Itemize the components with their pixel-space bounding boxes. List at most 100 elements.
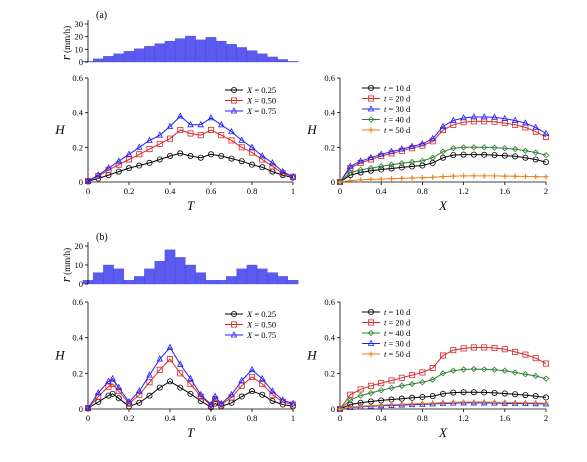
data-point (481, 399, 487, 405)
data-point (289, 399, 297, 407)
y-axis-label: H (54, 348, 65, 363)
x-tick-label: 0 (86, 186, 90, 196)
data-point (115, 395, 122, 402)
data-point (207, 127, 214, 134)
data-point (228, 127, 235, 135)
data-point (166, 152, 173, 159)
data-point (501, 390, 508, 397)
rain-bar (226, 276, 237, 285)
data-point (238, 158, 245, 165)
legend-marker (368, 127, 374, 133)
data-point (481, 344, 488, 351)
y-tick-label: 0 (79, 177, 83, 187)
data-point (542, 375, 550, 382)
data-point (156, 140, 163, 147)
data-point (115, 383, 123, 391)
data-point (522, 173, 528, 180)
data-point (430, 174, 436, 180)
rain-bar (133, 276, 145, 285)
x-tick-label: 0.8 (247, 413, 258, 423)
data-point (187, 130, 194, 137)
data-point (522, 351, 529, 358)
data-point (501, 114, 509, 122)
legend-marker (367, 319, 374, 326)
data-point (279, 167, 287, 175)
panel-b-rain: 0 10 20r (mm/h) (b) (58, 232, 299, 289)
rain-bar (174, 38, 186, 63)
data-point (419, 157, 426, 165)
data-point (248, 143, 256, 150)
data-point (429, 134, 436, 142)
data-point (409, 372, 416, 379)
data-point (522, 400, 528, 406)
rain-bar (287, 61, 299, 63)
legend-marker (230, 87, 237, 94)
data-point (502, 399, 508, 406)
x-tick-label: 0.2 (124, 413, 135, 423)
data-point (512, 153, 519, 160)
data-point (358, 177, 364, 183)
data-point (522, 119, 529, 126)
y-tick-label: 0.4 (72, 333, 83, 343)
panel-a-rain: 0 10 20 30r (mm/h) (a) (58, 10, 299, 67)
data-point (491, 345, 498, 352)
data-point (522, 392, 529, 399)
data-point (197, 397, 204, 404)
data-point (470, 113, 478, 120)
data-point (501, 152, 508, 159)
y-tick-label: 0 (79, 404, 83, 414)
rain-bar (123, 51, 135, 63)
data-point (367, 382, 374, 389)
data-point (388, 401, 395, 408)
x-tick-label: 0.8 (247, 186, 258, 196)
rain-bar (287, 280, 299, 285)
data-point (238, 376, 246, 383)
data-point (378, 163, 385, 170)
data-point (419, 394, 426, 401)
x-tick-label: 0.2 (124, 186, 135, 196)
x-tick-label: 0.4 (376, 186, 387, 196)
rain-bar (256, 53, 268, 63)
data-point (470, 144, 478, 151)
series-4 (337, 399, 549, 412)
data-point (429, 154, 436, 161)
data-point (177, 384, 184, 391)
data-point (136, 399, 143, 406)
data-point (166, 343, 174, 350)
legend-label: t = 20 d (384, 94, 411, 104)
legend-label: t = 30 d (384, 104, 411, 114)
data-point (378, 166, 385, 173)
data-point (429, 393, 436, 400)
data-point (156, 355, 164, 362)
data-point (399, 175, 405, 181)
data-point (450, 173, 456, 179)
data-point (136, 151, 143, 158)
legend-marker (367, 339, 375, 346)
legend-marker (230, 97, 237, 104)
y-tick-label: 0.6 (72, 297, 83, 307)
data-point (398, 164, 405, 171)
legend-marker (230, 310, 237, 317)
data-point (136, 391, 143, 398)
series-1 (336, 344, 550, 412)
data-point (177, 370, 184, 377)
data-point (409, 394, 416, 401)
data-point (388, 176, 395, 182)
data-point (491, 173, 498, 179)
rain-bar (277, 59, 289, 63)
data-point (367, 153, 375, 161)
data-point (512, 173, 518, 179)
data-point (211, 392, 219, 399)
data-point (105, 164, 112, 171)
data-point (347, 396, 354, 404)
data-point (450, 399, 456, 405)
y-tick-label: 0.4 (324, 108, 335, 118)
legend-label: t = 50 d (384, 349, 411, 359)
data-point (409, 163, 416, 170)
y-tick-label: 0.2 (72, 142, 83, 152)
y-tick-label: 0.6 (72, 73, 83, 83)
data-point (511, 116, 519, 123)
data-point (388, 147, 395, 155)
